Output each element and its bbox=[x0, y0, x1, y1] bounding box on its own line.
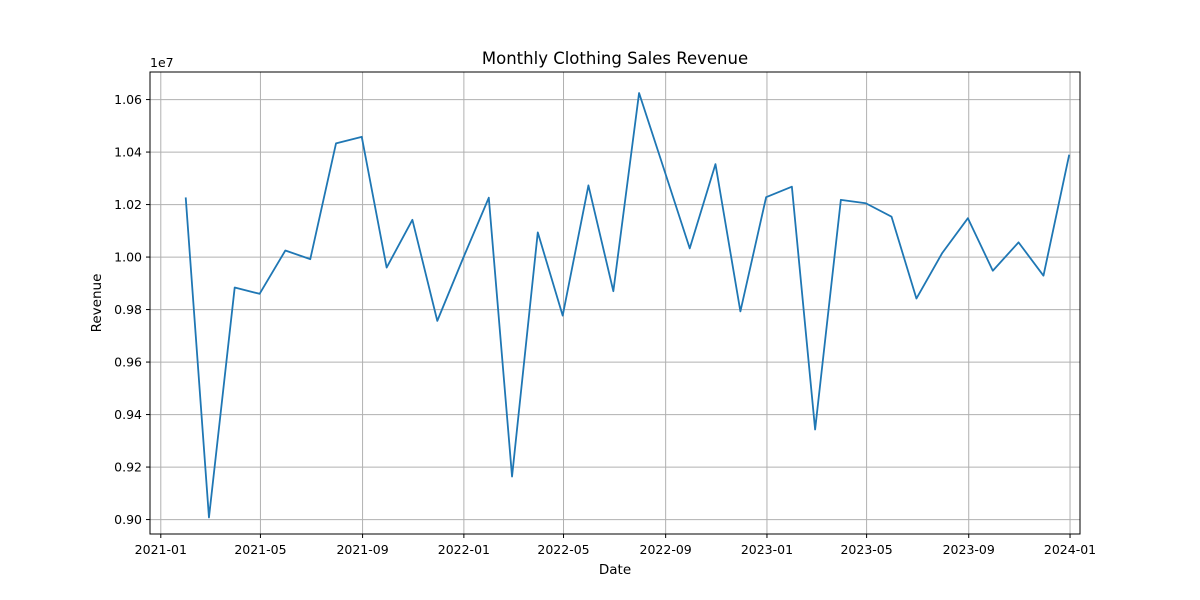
y-tick-label: 0.90 bbox=[114, 512, 142, 527]
y-tick-label: 0.98 bbox=[114, 302, 142, 317]
y-axis-offset-label: 1e7 bbox=[150, 55, 174, 70]
x-tick-label: 2021-01 bbox=[135, 542, 187, 557]
x-tick-label: 2021-09 bbox=[336, 542, 388, 557]
x-tick-label: 2021-05 bbox=[234, 542, 286, 557]
y-tick-label: 1.02 bbox=[114, 197, 142, 212]
y-tick-label: 0.96 bbox=[114, 355, 142, 370]
chart-title: Monthly Clothing Sales Revenue bbox=[482, 49, 748, 68]
y-tick-label: 1.04 bbox=[114, 145, 142, 160]
grid-lines bbox=[150, 72, 1080, 534]
x-tick-label: 2022-05 bbox=[537, 542, 589, 557]
series-line-revenue bbox=[184, 92, 1071, 519]
x-tick-label: 2024-01 bbox=[1044, 542, 1096, 557]
x-axis-label: Date bbox=[599, 562, 631, 578]
y-axis-label: Revenue bbox=[89, 274, 105, 333]
x-tick-label: 2023-01 bbox=[741, 542, 793, 557]
y-axis-ticks: 0.90 0.92 0.94 0.96 0.98 1.00 1.02 1.04 1.06 bbox=[114, 92, 150, 527]
y-tick-label: 0.94 bbox=[114, 407, 142, 422]
y-tick-label: 1.00 bbox=[114, 250, 142, 265]
x-tick-label: 2022-01 bbox=[438, 542, 490, 557]
x-axis-ticks: 2021-01 2021-05 2021-09 2022-01 2022-05 2022-… bbox=[135, 534, 1096, 557]
plot-area-frame bbox=[149, 71, 1081, 535]
x-tick-label: 2023-05 bbox=[840, 542, 892, 557]
x-tick-label: 2023-09 bbox=[943, 542, 995, 557]
x-tick-label: 2022-09 bbox=[640, 542, 692, 557]
y-tick-label: 1.06 bbox=[114, 92, 142, 107]
y-tick-label: 0.92 bbox=[114, 460, 142, 475]
